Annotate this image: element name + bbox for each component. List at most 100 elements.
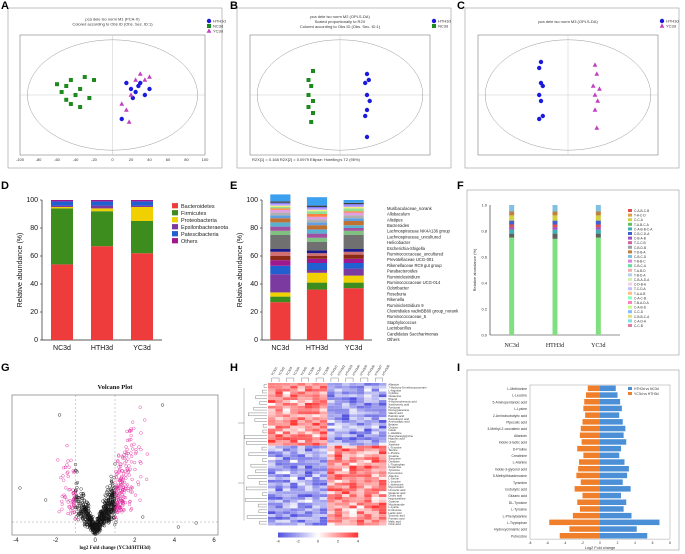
heatmap-cell	[327, 428, 335, 432]
heatmap-cell	[275, 522, 283, 526]
heatmap-cell	[305, 465, 313, 469]
heatmap-cell	[282, 505, 291, 509]
score-point	[592, 107, 598, 112]
score-point	[309, 84, 314, 88]
col-label: YC3d6	[307, 366, 315, 377]
heatmap-cell	[297, 505, 305, 509]
heatmap-cell	[319, 505, 328, 509]
heatmap-cell	[312, 514, 320, 517]
heatmap-cell	[364, 388, 372, 392]
heatmap-cell	[282, 445, 291, 449]
heatmap-cell	[342, 422, 350, 426]
heatmap-cell	[349, 485, 357, 489]
fold-bar-yc-vs-hth	[569, 526, 600, 532]
point	[101, 499, 105, 503]
heatmap-cell	[364, 514, 372, 517]
sig-point	[121, 481, 125, 485]
dendrogram-branch	[245, 498, 267, 502]
heatmap-cell	[371, 451, 379, 455]
sig-point	[114, 493, 118, 497]
x-axis-label: Log2 Fold change	[585, 546, 615, 550]
legend-label: Ruminococcaceae_uncultured	[387, 252, 444, 257]
score-point	[592, 92, 598, 97]
legend-label: Escherichia-Shigella	[387, 246, 426, 251]
legend-label: Lachnospiraceae_uncultured	[387, 234, 441, 239]
heatmap-cell	[342, 417, 350, 421]
legend-marker	[659, 18, 665, 24]
sig-point	[139, 475, 143, 479]
heatmap-cell	[297, 457, 305, 460]
bar-segment	[343, 211, 364, 213]
heatmap-cell	[268, 522, 276, 526]
bar-segment	[343, 235, 364, 249]
bar-segment	[306, 263, 328, 270]
heatmap-cell	[312, 448, 320, 452]
y-tick-label: 1.0	[481, 203, 487, 208]
heatmap-cell	[342, 451, 350, 455]
sig-point	[65, 498, 69, 502]
heatmap-cell	[349, 474, 357, 478]
legend-tick: 0	[317, 539, 320, 544]
heatmap-cell	[342, 394, 350, 398]
heatmap-cell	[356, 417, 365, 421]
heatmap-cell	[290, 505, 298, 509]
point	[99, 510, 103, 514]
col-label: YC3d1	[270, 366, 278, 377]
heatmap-cell	[356, 391, 365, 395]
heatmap-cell	[371, 499, 379, 503]
heatmap-cell	[297, 402, 305, 406]
heatmap-cell	[349, 477, 357, 480]
heatmap-cell	[327, 414, 335, 418]
legend-swatch	[628, 287, 632, 291]
row-label: L-Leucine	[388, 479, 401, 483]
heatmap-cell	[371, 462, 379, 466]
legend-label: Ruminiclostridium 9	[387, 303, 424, 308]
heatmap-cell	[364, 488, 372, 492]
heatmap-cell	[364, 397, 372, 401]
heatmap-cell	[342, 411, 350, 415]
point	[104, 506, 108, 510]
heatmap-cell	[290, 477, 298, 480]
heatmap-cell	[371, 502, 379, 506]
row-label: L-Proline	[388, 451, 400, 455]
fold-bar-hth-vs-nc	[600, 399, 621, 405]
heatmap-cell	[319, 385, 328, 389]
bar-segment	[509, 224, 515, 228]
fold-bar-yc-vs-hth	[574, 486, 600, 492]
heatmap-cell	[364, 391, 372, 395]
heatmap-cell	[282, 508, 291, 512]
bar-segment	[51, 201, 73, 206]
sig-point	[114, 485, 118, 489]
bar-segment	[509, 227, 515, 230]
heatmap-cell	[282, 494, 291, 497]
dendrogram-branch	[255, 469, 267, 473]
heatmap-cell	[364, 482, 372, 486]
sig-point	[122, 476, 126, 480]
point	[104, 517, 108, 521]
heatmap-cell	[334, 474, 342, 478]
score-point	[594, 125, 600, 130]
row-label: 3-Methyl-2-oxovaleric acid	[487, 427, 527, 431]
sig-point	[124, 445, 128, 449]
heatmap-cell	[364, 422, 372, 426]
bar-segment	[91, 205, 113, 209]
col-label: HTH3d8	[381, 364, 391, 376]
heatmap-cell	[342, 442, 350, 446]
heatmap-cell	[364, 497, 372, 500]
heatmap-cell	[305, 488, 313, 492]
heatmap-cell	[349, 511, 357, 515]
heatmap-cell	[371, 391, 379, 395]
heatmap-cell	[268, 437, 276, 440]
point	[78, 500, 82, 504]
sig-point	[121, 455, 125, 459]
dendrogram-branch	[271, 377, 280, 382]
heatmap-cell	[349, 482, 357, 486]
heatmap-cell	[371, 411, 379, 415]
heatmap-cell	[282, 451, 291, 455]
heatmap-cell	[275, 474, 283, 478]
heatmap-cell	[379, 522, 387, 526]
heatmap-cell	[297, 522, 305, 526]
legend-label: C-B-C-D-A	[634, 232, 650, 236]
row-label: Deoxyguanosine	[388, 408, 409, 412]
